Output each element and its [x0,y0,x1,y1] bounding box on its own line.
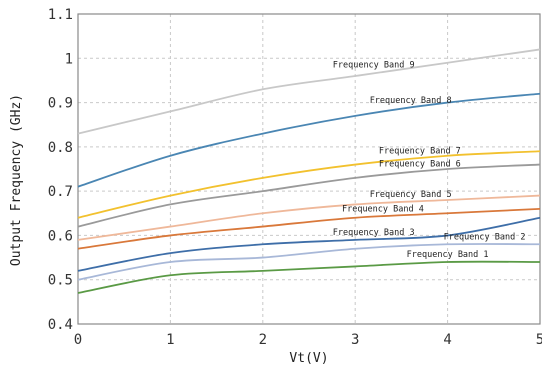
series-label: Frequency Band 9 [333,60,415,70]
x-tick-label: 4 [443,332,451,348]
series-line [77,216,541,272]
x-axis-title: Vt(V) [289,351,328,366]
y-tick-label: 0.5 [48,273,73,289]
series-label: Frequency Band 6 [379,160,461,170]
series-label: Frequency Band 3 [333,228,415,238]
series-line [77,150,541,219]
series-line [77,194,541,241]
series-line [77,92,541,188]
series-line [77,207,541,250]
series-line [77,48,541,135]
y-axis-title: Output Frequency (GHz) [9,94,24,266]
x-axis-ticks: 0 1 2 3 4 5 [74,332,542,348]
series-label: Frequency Band 8 [370,96,452,106]
x-tick-label: 3 [351,332,359,348]
series-line [77,163,541,228]
x-tick-label: 5 [536,332,542,348]
y-tick-label: 0.7 [48,184,73,200]
series-label: Frequency Band 4 [342,204,424,214]
series-label: Frequency Band 1 [407,250,489,260]
y-axis-ticks: 0.4 0.5 0.6 0.7 0.8 0.9 1 1.1 [48,7,73,333]
x-tick-label: 1 [166,332,174,348]
x-tick-label: 2 [259,332,267,348]
y-tick-label: 0.4 [48,317,73,333]
plot-frame [77,13,541,325]
y-tick-label: 1 [65,51,73,67]
y-tick-label: 0.9 [48,96,73,112]
series-lines [77,48,541,294]
y-tick-label: 0.8 [48,140,73,156]
series-label: Frequency Band 5 [370,190,452,200]
series-labels: Frequency Band 1 Frequency Band 2 Frequenc… [333,60,526,260]
grid [78,14,540,324]
series-label: Frequency Band 7 [379,146,461,156]
series-line [77,260,541,294]
series-line [77,243,541,281]
series-label: Frequency Band 2 [444,232,526,242]
x-tick-label: 0 [74,332,82,348]
y-tick-label: 0.6 [48,228,73,244]
y-tick-label: 1.1 [48,7,73,23]
